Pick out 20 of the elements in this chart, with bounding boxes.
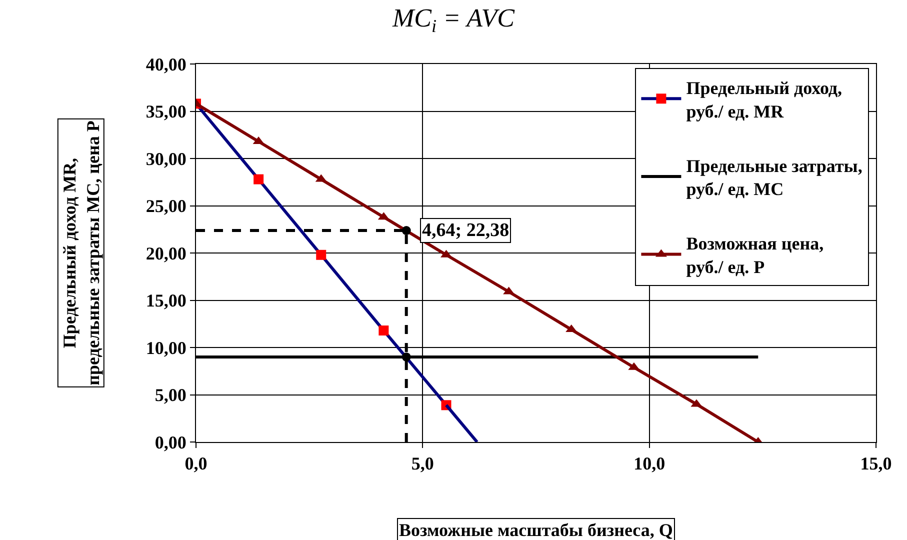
legend-label: Предельный доход, руб./ ед. MR: [686, 78, 842, 122]
x-axis-title: Возможные масштабы бизнеса, Q: [399, 520, 673, 540]
y-tick-label: 15,00: [146, 290, 186, 311]
x-tick-label: 15,0: [860, 454, 892, 474]
y-tick-label: 40,00: [146, 54, 186, 74]
x-tick-label: 5,0: [411, 454, 434, 474]
y-tick-label: 20,00: [146, 243, 186, 264]
x-tick-label: 0,0: [184, 454, 208, 474]
y-axis-title: Предельный доход MR, предельные затраты MC, цена P: [59, 120, 103, 386]
legend-label: Возможная цена, руб./ ед. P: [686, 234, 824, 277]
legend-label: Предельные затраты, руб./ ед. MC: [686, 156, 862, 200]
x-tick-label: 10,0: [634, 454, 666, 474]
annotation: 4,64; 22,38: [422, 220, 510, 241]
chart-title: MC$_{i}$ = AVC: [392, 3, 516, 36]
y-tick-label: 10,00: [146, 338, 186, 358]
y-tick-label: 5,00: [154, 385, 186, 406]
y-tick-label: 35,00: [146, 102, 186, 122]
y-tick-label: 25,00: [146, 196, 186, 216]
y-tick-label: 30,00: [146, 148, 186, 169]
y-tick-label: 0,00: [154, 432, 186, 452]
